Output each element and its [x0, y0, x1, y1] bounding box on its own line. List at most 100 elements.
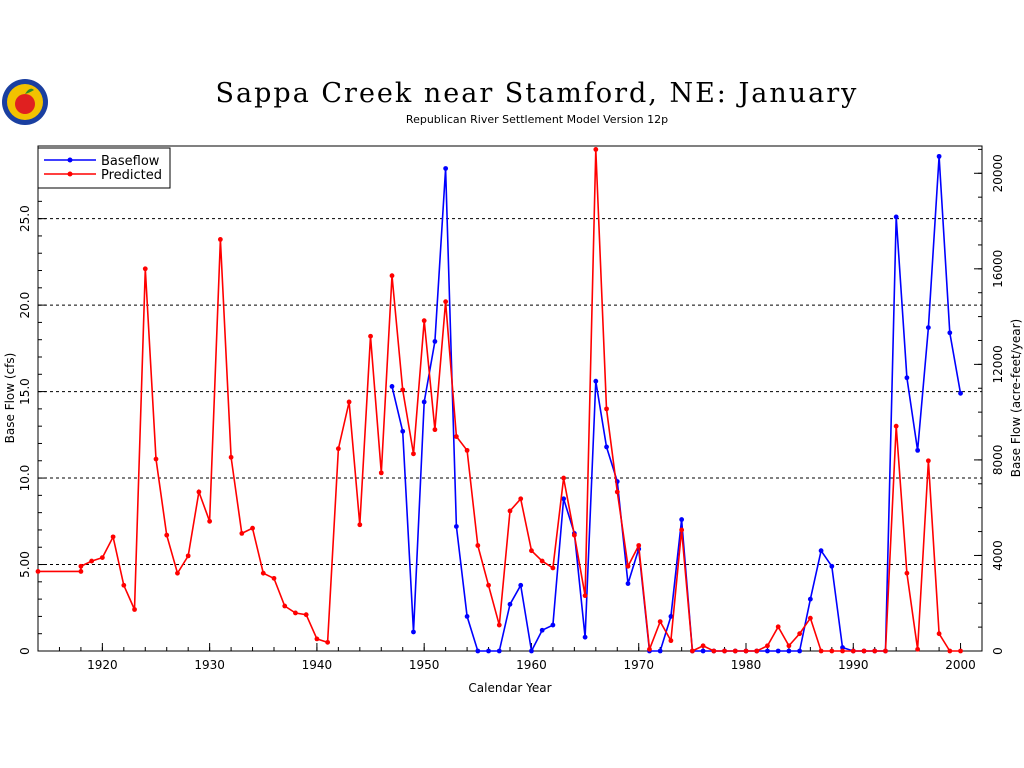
data-point-predicted	[175, 570, 180, 576]
data-point-predicted	[872, 648, 878, 654]
data-point-predicted	[904, 570, 910, 576]
data-point-predicted	[754, 648, 760, 654]
data-point-baseflow	[539, 627, 545, 633]
data-point-baseflow	[421, 399, 427, 405]
y-tick-label: 0	[18, 647, 32, 655]
data-point-baseflow	[561, 496, 567, 502]
data-point-predicted	[78, 569, 84, 574]
data-point-predicted	[840, 648, 845, 654]
data-point-predicted	[346, 399, 352, 405]
data-point-baseflow	[893, 214, 899, 220]
x-tick-label: 1980	[731, 658, 762, 672]
data-point-predicted	[357, 522, 363, 528]
x-tick-label: 1930	[194, 658, 225, 672]
data-point-predicted	[936, 631, 942, 637]
y-axis-right-label: Base Flow (acre-feet/year)	[1009, 319, 1023, 477]
y-right-tick-label: 0	[991, 647, 1005, 655]
y-right-tick-label: 8000	[991, 445, 1005, 476]
data-point-predicted	[217, 236, 223, 242]
data-point-predicted	[443, 299, 449, 305]
series-layer	[35, 147, 963, 654]
data-point-predicted	[260, 570, 266, 576]
data-point-predicted	[335, 446, 341, 452]
data-point-predicted	[507, 508, 513, 514]
data-point-baseflow	[475, 648, 481, 654]
data-point-predicted	[432, 427, 438, 433]
data-point-baseflow	[915, 447, 921, 453]
data-point-predicted	[850, 648, 856, 654]
x-tick-label: 1970	[623, 658, 654, 672]
legend: Baseflow Predicted	[37, 147, 171, 189]
data-point-predicted	[700, 643, 706, 649]
data-point-predicted	[829, 648, 835, 654]
data-point-predicted	[765, 643, 770, 649]
data-point-predicted	[636, 543, 642, 548]
data-point-baseflow	[679, 517, 685, 522]
data-point-predicted	[464, 447, 470, 453]
data-point-predicted	[947, 648, 953, 654]
data-point-predicted	[689, 648, 695, 654]
y-tick-label: 5.00	[18, 551, 32, 578]
apple-logo-icon	[2, 79, 48, 125]
y-right-tick-label: 20000	[991, 154, 1005, 192]
data-point-predicted	[378, 470, 384, 476]
x-tick-label: 1940	[302, 658, 333, 672]
legend-box	[37, 147, 171, 189]
data-point-baseflow	[840, 645, 845, 650]
data-point-predicted	[325, 639, 331, 645]
data-point-predicted	[185, 553, 191, 559]
data-point-predicted	[314, 636, 320, 642]
chart-subtitle: Republican River Settlement Model Versio…	[406, 113, 668, 126]
data-point-predicted	[411, 451, 416, 457]
data-point-predicted	[89, 558, 95, 564]
data-point-predicted	[711, 648, 717, 654]
data-point-predicted	[593, 147, 599, 152]
data-point-baseflow	[765, 648, 770, 654]
data-point-predicted	[571, 532, 577, 538]
data-point-baseflow	[700, 648, 706, 654]
data-point-baseflow	[786, 648, 792, 654]
data-point-baseflow	[625, 581, 631, 586]
axes	[37, 145, 983, 652]
data-point-predicted	[110, 534, 116, 540]
y-right-tick-label: 12000	[991, 345, 1005, 383]
series-line-baseflow	[391, 156, 962, 654]
data-point-predicted	[271, 575, 277, 581]
data-point-baseflow	[797, 648, 803, 654]
data-point-predicted	[775, 624, 781, 630]
x-axis-label: Calendar Year	[468, 681, 551, 695]
data-point-baseflow	[443, 166, 449, 171]
data-point-baseflow	[400, 428, 406, 434]
data-point-baseflow	[518, 582, 524, 588]
data-point-baseflow	[507, 601, 513, 607]
legend-baseflow-label: Baseflow	[101, 154, 160, 169]
data-point-baseflow	[936, 153, 942, 159]
data-point-predicted	[496, 622, 502, 628]
data-point-predicted	[915, 646, 921, 652]
data-point-predicted	[732, 648, 738, 654]
data-point-predicted	[529, 548, 534, 554]
x-tick-label: 1920	[87, 658, 118, 672]
data-point-predicted	[486, 582, 491, 588]
data-point-baseflow	[529, 648, 534, 654]
data-point-baseflow	[775, 648, 781, 654]
legend-baseflow-marker	[67, 157, 73, 163]
data-point-predicted	[550, 565, 556, 571]
data-point-baseflow	[925, 325, 931, 330]
data-point-predicted	[604, 406, 609, 412]
data-point-baseflow	[582, 634, 588, 640]
data-point-predicted	[722, 648, 727, 654]
data-point-predicted	[293, 610, 298, 616]
data-point-predicted	[786, 643, 792, 649]
data-point-baseflow	[411, 629, 416, 635]
data-point-predicted	[250, 525, 255, 531]
data-point-predicted	[282, 603, 288, 609]
x-tick-label: 2000	[945, 658, 976, 672]
data-point-predicted	[679, 527, 685, 533]
data-point-predicted	[893, 423, 899, 429]
data-point-baseflow	[593, 378, 599, 384]
y-right-tick-label: 16000	[991, 250, 1005, 288]
gridlines	[38, 218, 982, 566]
data-point-predicted	[153, 456, 159, 462]
y-tick-label: 15.0	[18, 378, 32, 405]
